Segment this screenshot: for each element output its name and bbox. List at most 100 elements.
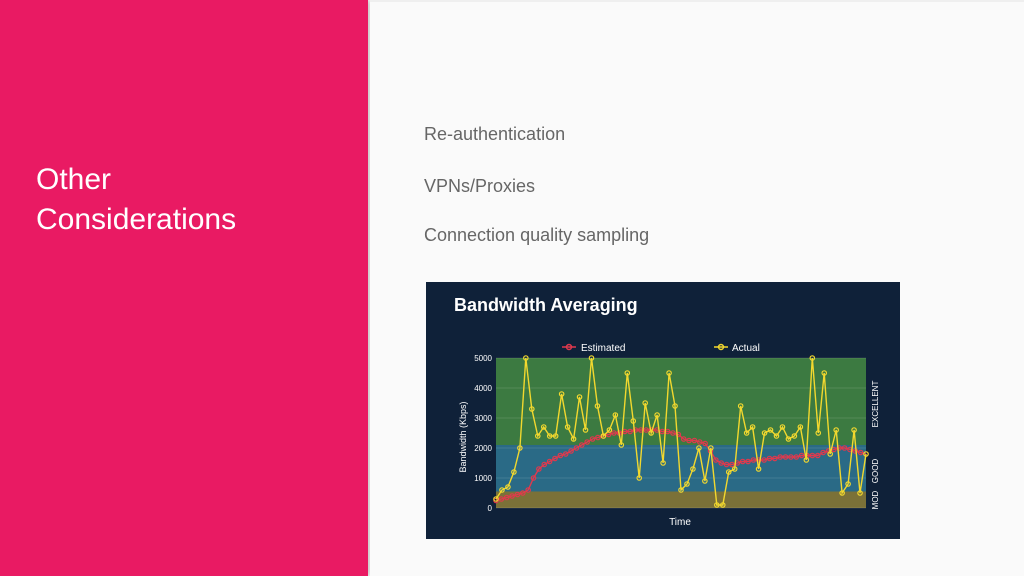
slide-title-line-2: Considerations [36, 203, 237, 236]
slide-title: Other Considerations [36, 160, 356, 240]
actual-point [654, 412, 660, 418]
actual-point [815, 430, 822, 436]
actual-point [743, 430, 750, 436]
estimated-point [643, 427, 649, 433]
actual-line [495, 357, 867, 506]
estimated-point [611, 430, 617, 436]
slide-title-line-1: Other [36, 163, 112, 196]
estimated-point [632, 427, 639, 433]
estimated-point [578, 442, 585, 448]
y-tick-label: 2000 [474, 444, 492, 453]
estimated-point [514, 491, 521, 498]
estimated-point [772, 455, 778, 462]
actual-point [570, 436, 577, 442]
estimated-point [670, 430, 676, 436]
estimated-point [595, 434, 601, 441]
actual-point [588, 355, 595, 361]
y-tick-label: 4000 [474, 384, 492, 393]
actual-point [797, 424, 804, 430]
y-axis-label: Bandwidth (Kbps) [458, 401, 468, 472]
actual-point [624, 370, 631, 376]
actual-point [534, 433, 541, 439]
actual-point [499, 487, 505, 493]
actual-point [678, 487, 684, 493]
actual-point [731, 466, 738, 472]
bullet-connection-quality: Connection quality sampling [424, 225, 650, 245]
actual-point [618, 442, 625, 448]
estimated-point [509, 493, 515, 499]
actual-point [660, 460, 666, 466]
estimated-point [723, 461, 730, 468]
estimated-point [546, 458, 553, 465]
estimated-point [750, 457, 757, 463]
estimated-point [782, 454, 789, 460]
actual-point [594, 403, 601, 409]
estimated-point [729, 461, 735, 468]
estimated-point [857, 449, 864, 456]
actual-point [517, 445, 523, 451]
actual-point [564, 424, 571, 430]
estimated-point [739, 458, 746, 465]
legend-estimated-label: Estimated [581, 343, 625, 354]
actual-point [785, 436, 792, 442]
estimated-point [702, 440, 708, 447]
actual-point [582, 427, 589, 433]
bullet-vpns-proxies: VPNs/Proxies [424, 176, 536, 196]
actual-point [696, 445, 702, 451]
title-panel: Other Considerations [0, 0, 368, 576]
actual-point [767, 427, 774, 433]
estimated-point [686, 437, 692, 444]
actual-point [690, 466, 696, 472]
actual-point [648, 430, 654, 436]
actual-point [737, 403, 744, 409]
actual-point [761, 430, 768, 436]
estimated-point [809, 452, 816, 459]
y-tick-label: 1000 [474, 474, 492, 483]
actual-point [672, 403, 678, 409]
band-label-mod: MOD [871, 490, 880, 509]
estimated-point [627, 428, 633, 435]
actual-point [558, 391, 565, 397]
actual-point [576, 394, 583, 400]
estimated-point [589, 436, 596, 442]
estimated-point [841, 445, 848, 451]
actual-point [552, 433, 559, 439]
y-tick-label: 5000 [474, 354, 492, 363]
actual-point [851, 427, 857, 433]
estimated-point [562, 451, 569, 457]
estimated-point [755, 457, 762, 463]
estimated-point [691, 437, 698, 444]
estimated-point [675, 431, 682, 438]
estimated-point [766, 455, 773, 462]
actual-point [779, 424, 786, 430]
band-mod [496, 491, 866, 508]
estimated-point [761, 457, 767, 463]
estimated-point [745, 458, 751, 465]
estimated-point [820, 449, 826, 456]
estimated-point [659, 428, 666, 435]
chart-title: Bandwidth Averaging [454, 295, 638, 315]
legend-estimated-marker [565, 343, 573, 351]
actual-point [606, 427, 613, 433]
actual-point [845, 481, 851, 487]
actual-point [827, 451, 833, 457]
actual-point [612, 412, 619, 418]
actual-point [821, 370, 828, 376]
chart-legend: Estimated Actual [562, 343, 760, 354]
estimated-point [530, 475, 537, 481]
actual-point [839, 490, 845, 496]
estimated-point [520, 490, 526, 496]
top-divider [370, 0, 1024, 2]
estimated-point [525, 487, 531, 493]
actual-point [702, 478, 708, 484]
estimated-point [680, 436, 687, 442]
actual-point [636, 475, 643, 481]
y-tick-label: 3000 [474, 414, 492, 423]
actual-point [803, 457, 810, 463]
actual-point [719, 502, 726, 508]
x-axis-label: Time [669, 517, 691, 528]
actual-point [511, 469, 517, 475]
actual-point [863, 451, 869, 457]
actual-point [857, 490, 863, 496]
band-label-good: GOOD [871, 459, 880, 484]
